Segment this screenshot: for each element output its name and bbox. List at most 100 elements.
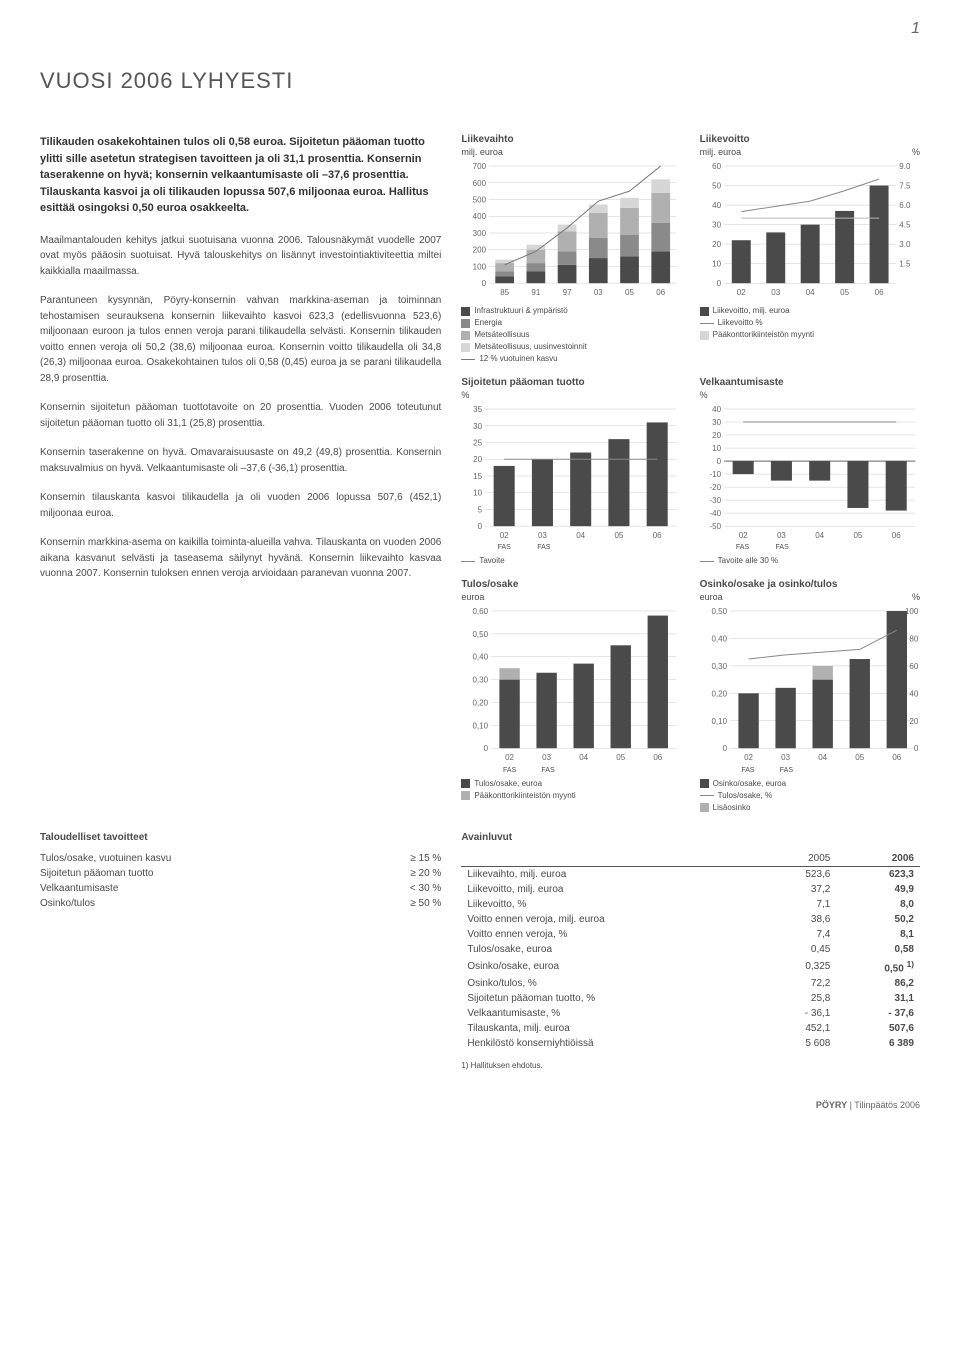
chart-liikevaihto: Liikevaihto milj. euroa 0100200300400500… bbox=[461, 134, 681, 365]
svg-text:02: 02 bbox=[500, 531, 509, 540]
chart-unit-left: euroa bbox=[700, 592, 723, 602]
chart-svg: 0,500,400,300,200,1001008060402000203040… bbox=[700, 606, 920, 766]
page-number: 1 bbox=[40, 20, 920, 38]
chart-title: Tulos/osake bbox=[461, 579, 681, 590]
svg-text:05: 05 bbox=[840, 288, 849, 297]
chart-legend: Infrastruktuuri & ympäristöEnergiaMetsät… bbox=[461, 305, 681, 365]
svg-text:03: 03 bbox=[777, 531, 786, 540]
para-1: Maailmantalouden kehitys jatkui suotuisa… bbox=[40, 233, 441, 280]
fas-row: FASFAS bbox=[461, 767, 681, 774]
svg-text:04: 04 bbox=[580, 754, 589, 763]
svg-text:0,60: 0,60 bbox=[473, 607, 489, 616]
svg-text:-30: -30 bbox=[709, 496, 721, 505]
svg-text:-20: -20 bbox=[709, 483, 721, 492]
svg-text:40: 40 bbox=[909, 690, 918, 699]
svg-text:60: 60 bbox=[712, 162, 721, 171]
svg-text:-40: -40 bbox=[709, 509, 721, 518]
svg-text:05: 05 bbox=[625, 288, 634, 297]
para-3: Konsernin sijoitetun pääoman tuottotavoi… bbox=[40, 400, 441, 431]
para-4: Konsernin taserakenne on hyvä. Omavarais… bbox=[40, 445, 441, 476]
svg-text:30: 30 bbox=[712, 221, 721, 230]
svg-text:85: 85 bbox=[501, 288, 510, 297]
chart-unit-right: % bbox=[912, 147, 920, 157]
avain-title: Avainluvut bbox=[461, 832, 920, 843]
svg-text:06: 06 bbox=[657, 288, 666, 297]
svg-text:0: 0 bbox=[722, 745, 727, 754]
svg-text:50: 50 bbox=[712, 182, 721, 191]
svg-text:06: 06 bbox=[891, 531, 900, 540]
svg-text:600: 600 bbox=[473, 179, 487, 188]
chart-legend: Tulos/osake, euroaPääkonttorikiinteistön… bbox=[461, 778, 681, 802]
svg-text:35: 35 bbox=[473, 405, 482, 414]
svg-text:15: 15 bbox=[473, 472, 482, 481]
para-2: Parantuneen kysynnän, Pöyry-konsernin va… bbox=[40, 293, 441, 386]
svg-text:0: 0 bbox=[716, 279, 721, 288]
chart-velka: Velkaantumisaste % -50-40-30-20-10010203… bbox=[700, 377, 920, 567]
chart-title: Liikevoitto bbox=[700, 134, 920, 145]
svg-text:06: 06 bbox=[892, 754, 901, 763]
svg-text:0: 0 bbox=[914, 745, 919, 754]
svg-text:0,30: 0,30 bbox=[711, 662, 727, 671]
fas-row: FASFAS bbox=[461, 544, 681, 551]
targets-title: Taloudelliset tavoitteet bbox=[40, 832, 441, 843]
svg-text:25: 25 bbox=[473, 439, 482, 448]
svg-text:0,20: 0,20 bbox=[473, 699, 489, 708]
svg-text:03: 03 bbox=[594, 288, 603, 297]
svg-text:40: 40 bbox=[712, 201, 721, 210]
svg-text:4.5: 4.5 bbox=[899, 221, 911, 230]
chart-grid: Liikevaihto milj. euroa 0100200300400500… bbox=[461, 134, 920, 814]
svg-text:-50: -50 bbox=[709, 522, 721, 531]
svg-text:0,40: 0,40 bbox=[711, 635, 727, 644]
chart-unit-left: milj. euroa bbox=[700, 147, 742, 157]
svg-text:04: 04 bbox=[805, 288, 814, 297]
para-5: Konsernin tilauskanta kasvoi tilikaudell… bbox=[40, 490, 441, 521]
svg-text:91: 91 bbox=[532, 288, 541, 297]
svg-text:02: 02 bbox=[736, 288, 745, 297]
svg-text:0,30: 0,30 bbox=[473, 676, 489, 685]
chart-svg: 0,600,500,400,300,200,1000203040506 bbox=[461, 606, 681, 766]
svg-text:0: 0 bbox=[716, 457, 721, 466]
svg-text:06: 06 bbox=[653, 531, 662, 540]
svg-text:30: 30 bbox=[712, 418, 721, 427]
svg-text:500: 500 bbox=[473, 195, 487, 204]
chart-legend: Osinko/osake, euroaTulos/osake, %Lisäosi… bbox=[700, 778, 920, 814]
page-title: VUOSI 2006 LYHYESTI bbox=[40, 68, 920, 94]
chart-unit: milj. euroa bbox=[461, 147, 503, 157]
svg-text:05: 05 bbox=[617, 754, 626, 763]
svg-text:-10: -10 bbox=[709, 470, 721, 479]
fas-row: FASFAS bbox=[700, 767, 920, 774]
chart-unit: % bbox=[700, 390, 708, 400]
footer-brand: PÖYRY bbox=[816, 1100, 847, 1110]
svg-text:0,50: 0,50 bbox=[473, 630, 489, 639]
svg-text:10: 10 bbox=[473, 489, 482, 498]
svg-text:04: 04 bbox=[577, 531, 586, 540]
svg-text:20: 20 bbox=[909, 717, 918, 726]
svg-text:0: 0 bbox=[484, 745, 489, 754]
chart-title: Liikevaihto bbox=[461, 134, 681, 145]
chart-svg: 0100200300400500600700859197030506 bbox=[461, 161, 681, 301]
svg-text:06: 06 bbox=[874, 288, 883, 297]
svg-text:0,20: 0,20 bbox=[711, 690, 727, 699]
svg-text:5: 5 bbox=[478, 506, 483, 515]
svg-text:03: 03 bbox=[781, 754, 790, 763]
svg-text:300: 300 bbox=[473, 229, 487, 238]
chart-legend: Liikevoitto, milj. euroaLiikevoitto %Pää… bbox=[700, 305, 920, 341]
svg-text:20: 20 bbox=[473, 455, 482, 464]
left-column: Tilikauden osakekohtainen tulos oli 0,58… bbox=[40, 134, 441, 814]
svg-text:0: 0 bbox=[478, 522, 483, 531]
svg-text:3.0: 3.0 bbox=[899, 240, 911, 249]
svg-text:05: 05 bbox=[855, 754, 864, 763]
targets-table: Taloudelliset tavoitteet Tulos/osake, vu… bbox=[40, 832, 441, 1070]
svg-text:0,50: 0,50 bbox=[711, 607, 727, 616]
svg-text:20: 20 bbox=[712, 240, 721, 249]
chart-svg: 051015202530350203040506 bbox=[461, 404, 681, 544]
chart-liikevoitto: Liikevoitto milj. euroa % 01020304050609… bbox=[700, 134, 920, 365]
svg-text:200: 200 bbox=[473, 246, 487, 255]
svg-text:40: 40 bbox=[712, 405, 721, 414]
chart-unit: euroa bbox=[461, 592, 484, 602]
svg-text:100: 100 bbox=[905, 607, 919, 616]
chart-unit-right: % bbox=[912, 592, 920, 602]
chart-sijoitetun: Sijoitetun pääoman tuotto % 051015202530… bbox=[461, 377, 681, 567]
svg-text:02: 02 bbox=[744, 754, 753, 763]
svg-text:700: 700 bbox=[473, 162, 487, 171]
